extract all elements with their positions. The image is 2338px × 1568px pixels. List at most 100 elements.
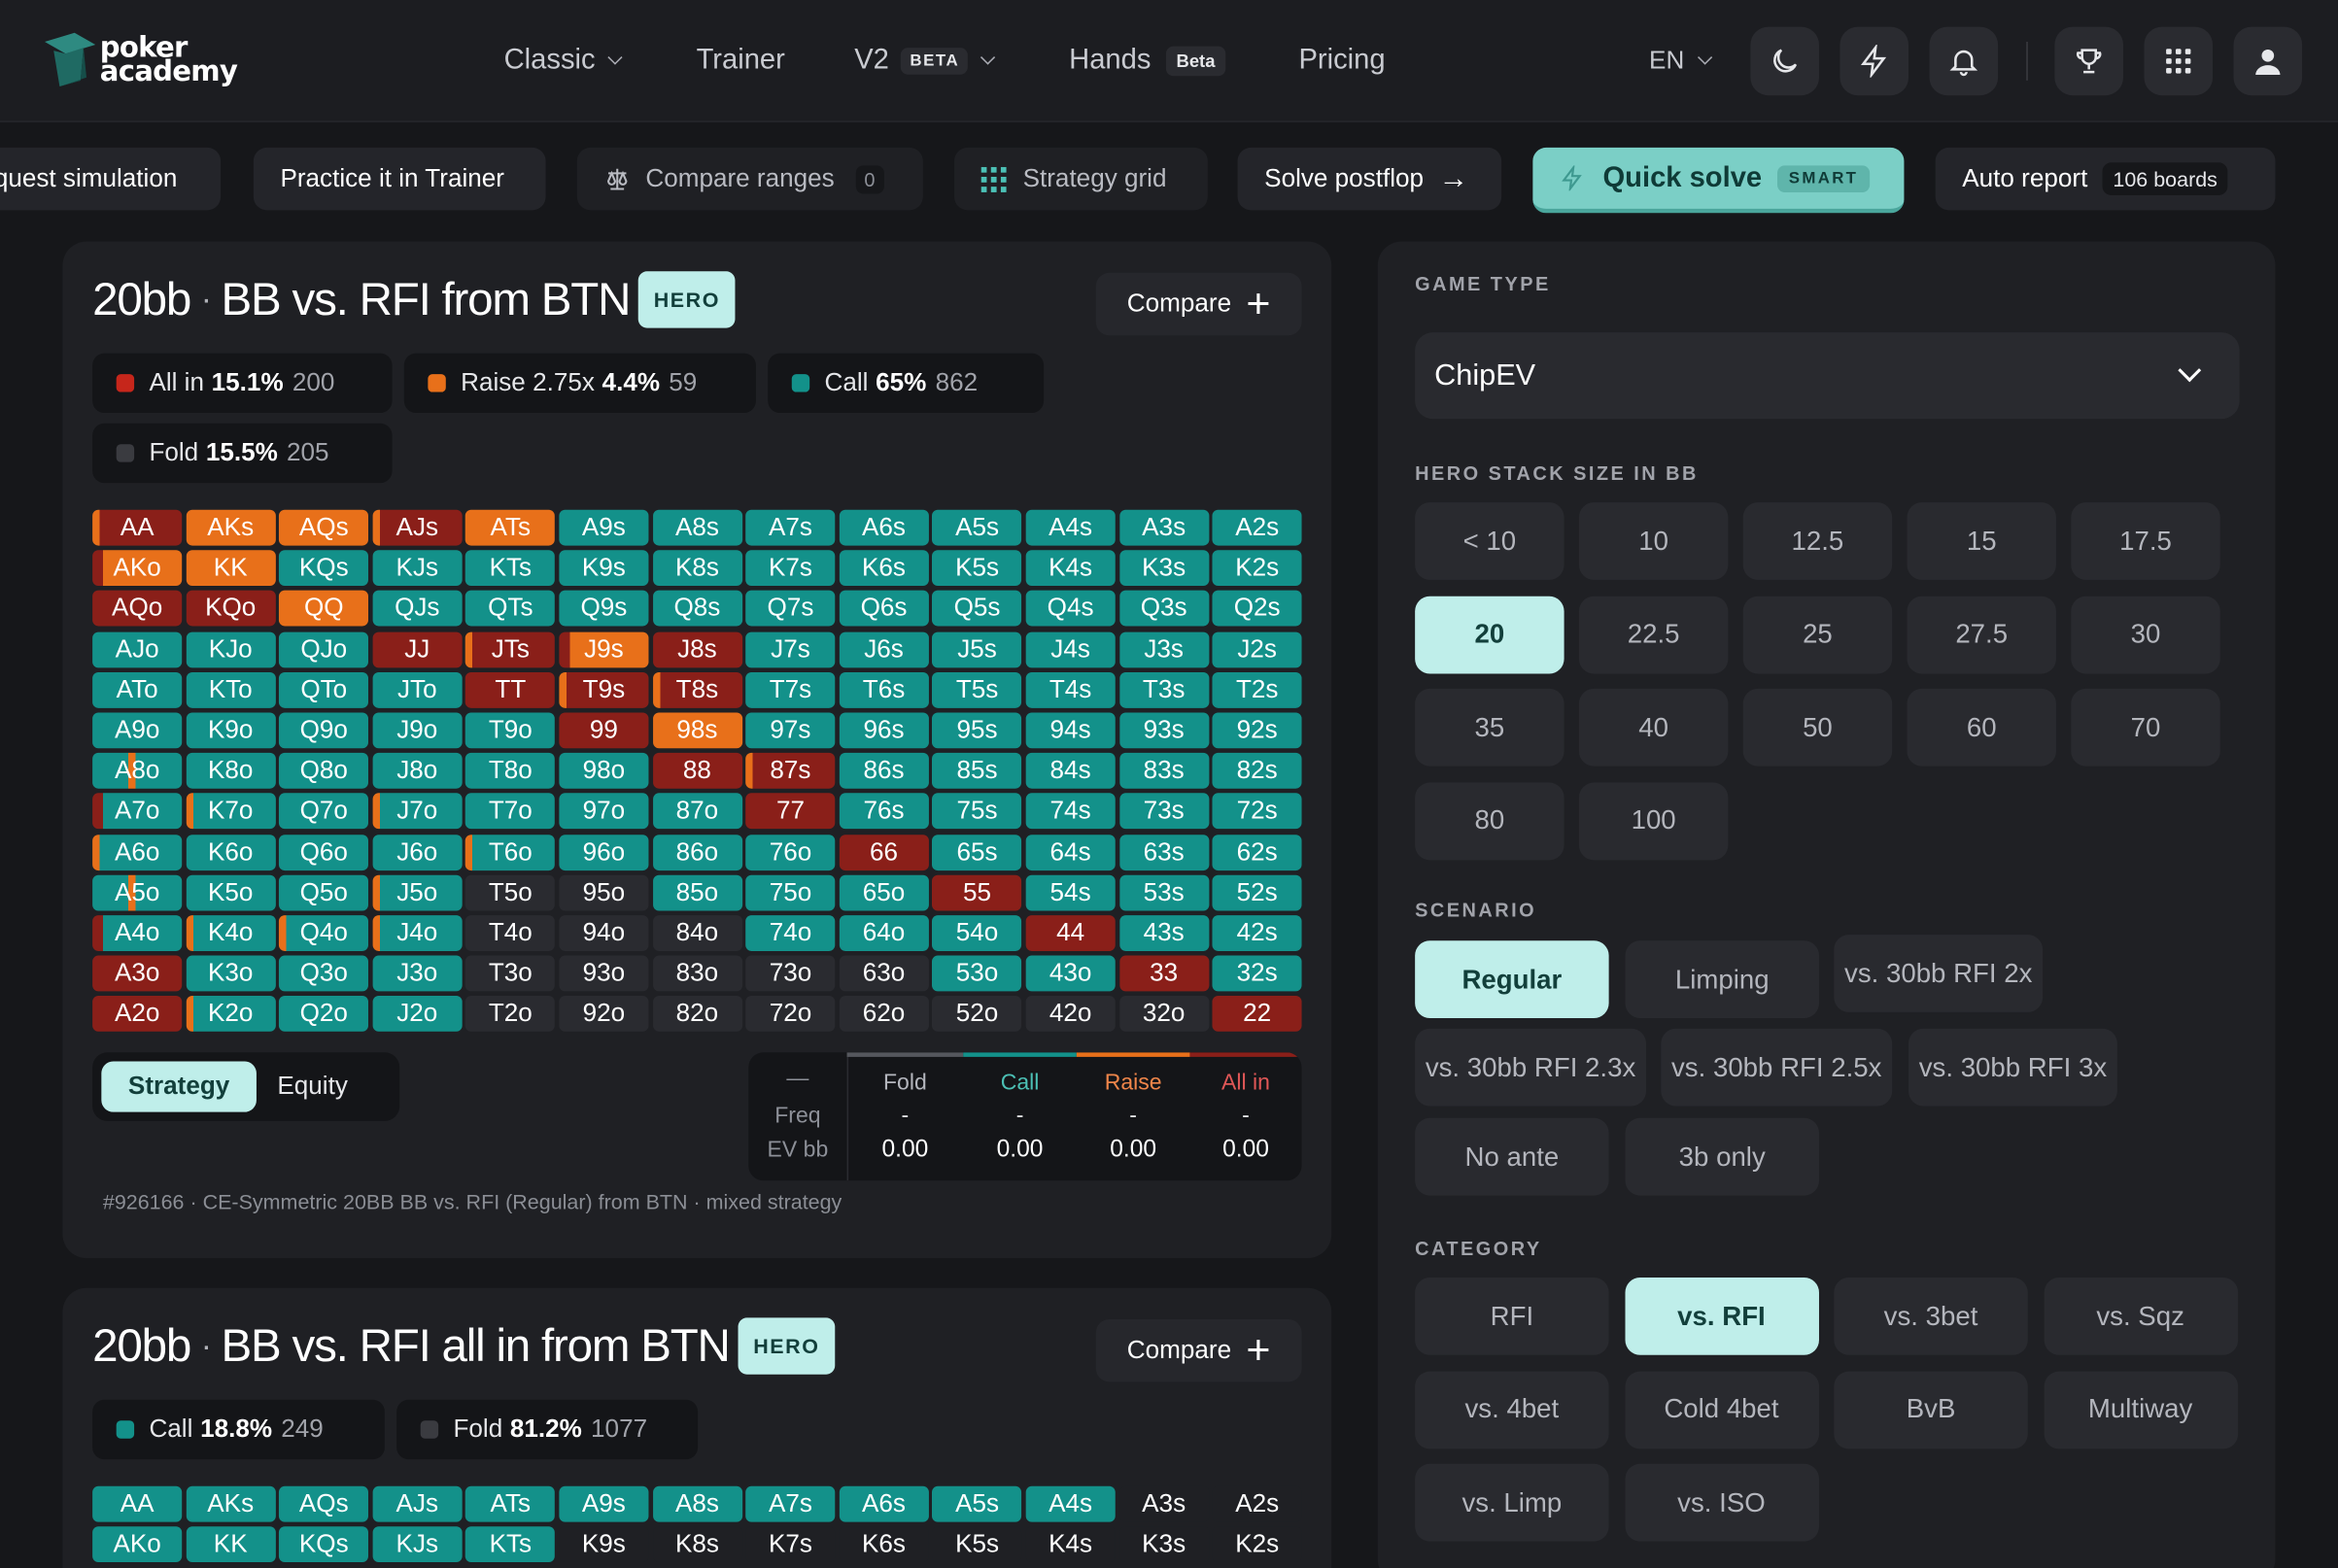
logo[interactable]: poker academy (42, 27, 238, 93)
hand-cell-QQ[interactable]: QQ (279, 591, 369, 628)
hand-cell-A2s[interactable]: A2s (1212, 509, 1302, 546)
hand-cell-Q2o[interactable]: Q2o (279, 996, 369, 1033)
hand-cell-AQs[interactable]: AQs (279, 1485, 369, 1522)
hand-cell-K2o[interactable]: K2o (186, 996, 276, 1033)
hand-cell-63o[interactable]: 63o (839, 955, 929, 992)
scenario-option-5[interactable]: vs. 30bb RFI 3x (1908, 1028, 2117, 1107)
stack-option-12[interactable]: 50 (1742, 688, 1893, 767)
hand-cell-ATs[interactable]: ATs (465, 1485, 556, 1522)
achievements-button[interactable] (2054, 26, 2123, 96)
hand-cell-95o[interactable]: 95o (559, 874, 649, 911)
hand-cell-66[interactable]: 66 (839, 834, 929, 870)
hand-cell-97o[interactable]: 97o (559, 793, 649, 830)
hand-cell-A4s[interactable]: A4s (1025, 1485, 1116, 1522)
hand-cell-53o[interactable]: 53o (932, 955, 1022, 992)
hand-cell-KTo[interactable]: KTo (186, 671, 276, 708)
hand-cell-94o[interactable]: 94o (559, 914, 649, 951)
hand-cell-K8s[interactable]: K8s (652, 1526, 742, 1563)
hand-cell-KQo[interactable]: KQo (186, 591, 276, 628)
hand-cell-K5s[interactable]: K5s (932, 550, 1022, 587)
hand-cell-A2o[interactable]: A2o (92, 996, 183, 1033)
hand-cell-42s[interactable]: 42s (1212, 914, 1302, 951)
nav-hands[interactable]: Hands Beta (1069, 39, 1226, 84)
scenario-option-0[interactable]: Regular (1415, 940, 1609, 1018)
hand-cell-Q6o[interactable]: Q6o (279, 834, 369, 870)
theme-toggle-button[interactable] (1750, 26, 1819, 96)
hand-cell-K4o[interactable]: K4o (186, 914, 276, 951)
hand-cell-72o[interactable]: 72o (745, 996, 836, 1033)
hand-cell-A8s[interactable]: A8s (652, 509, 742, 546)
scenario-option-7[interactable]: 3b only (1625, 1117, 1819, 1196)
notifications-button[interactable] (1929, 26, 1999, 96)
hand-cell-62s[interactable]: 62s (1212, 834, 1302, 870)
hand-cell-76s[interactable]: 76s (839, 793, 929, 830)
hand-cell-J9s[interactable]: J9s (559, 631, 649, 667)
hand-cell-Q3o[interactable]: Q3o (279, 955, 369, 992)
hand-cell-AQo[interactable]: AQo (92, 591, 183, 628)
hand-cell-A2s[interactable]: A2s (1212, 1485, 1302, 1522)
hand-cell-K9s[interactable]: K9s (559, 1526, 649, 1563)
hand-cell-JTs[interactable]: JTs (465, 631, 556, 667)
hand-cell-74o[interactable]: 74o (745, 914, 836, 951)
stack-option-4[interactable]: 17.5 (2071, 502, 2220, 580)
hand-cell-AKo[interactable]: AKo (92, 550, 183, 587)
hand-cell-77[interactable]: 77 (745, 793, 836, 830)
hand-cell-A9s[interactable]: A9s (559, 1485, 649, 1522)
hand-cell-Q4s[interactable]: Q4s (1025, 591, 1116, 628)
hand-cell-K7s[interactable]: K7s (745, 550, 836, 587)
hand-cell-T9s[interactable]: T9s (559, 671, 649, 708)
hand-cell-A7s[interactable]: A7s (745, 509, 836, 546)
hand-cell-A3s[interactable]: A3s (1118, 1485, 1209, 1522)
hand-cell-KTs[interactable]: KTs (465, 1526, 556, 1563)
hand-cell-97s[interactable]: 97s (745, 712, 836, 749)
strategy-tab[interactable]: Strategy (101, 1061, 257, 1112)
hand-cell-K2s[interactable]: K2s (1212, 1526, 1302, 1563)
hand-cell-J7o[interactable]: J7o (372, 793, 463, 830)
stack-option-0[interactable]: < 10 (1415, 502, 1564, 580)
hand-cell-82s[interactable]: 82s (1212, 753, 1302, 789)
scenario-option-3[interactable]: vs. 30bb RFI 2.3x (1415, 1028, 1646, 1107)
hand-cell-84s[interactable]: 84s (1025, 753, 1116, 789)
hand-cell-A5o[interactable]: A5o (92, 874, 183, 911)
hand-cell-Q7s[interactable]: Q7s (745, 591, 836, 628)
hand-cell-95s[interactable]: 95s (932, 712, 1022, 749)
hand-cell-T5o[interactable]: T5o (465, 874, 556, 911)
hand-cell-KTs[interactable]: KTs (465, 550, 556, 587)
hand-cell-TT[interactable]: TT (465, 671, 556, 708)
hand-cell-Q7o[interactable]: Q7o (279, 793, 369, 830)
hand-cell-52s[interactable]: 52s (1212, 874, 1302, 911)
category-option-8[interactable]: vs. Limp (1415, 1463, 1609, 1542)
hand-cell-43o[interactable]: 43o (1025, 955, 1116, 992)
hand-cell-83o[interactable]: 83o (652, 955, 742, 992)
stack-option-7[interactable]: 25 (1742, 595, 1893, 673)
hand-cell-A9o[interactable]: A9o (92, 712, 183, 749)
hand-cell-93s[interactable]: 93s (1118, 712, 1209, 749)
hand-cell-Q2s[interactable]: Q2s (1212, 591, 1302, 628)
hand-cell-A6s[interactable]: A6s (839, 1485, 929, 1522)
hand-cell-T4s[interactable]: T4s (1025, 671, 1116, 708)
hand-cell-Q8s[interactable]: Q8s (652, 591, 742, 628)
hand-cell-63s[interactable]: 63s (1118, 834, 1209, 870)
hand-cell-Q3s[interactable]: Q3s (1118, 591, 1209, 628)
hand-cell-73o[interactable]: 73o (745, 955, 836, 992)
hand-cell-K5o[interactable]: K5o (186, 874, 276, 911)
language-select[interactable]: EN (1649, 39, 1712, 84)
stack-option-8[interactable]: 27.5 (1907, 595, 2056, 673)
hand-cell-A7s[interactable]: A7s (745, 1485, 836, 1522)
hand-cell-J5s[interactable]: J5s (932, 631, 1022, 667)
compare-button[interactable]: Compare + (1095, 1318, 1302, 1382)
game-type-select[interactable]: ChipEV (1415, 332, 2240, 420)
hand-cell-QJs[interactable]: QJs (372, 591, 463, 628)
hand-cell-62o[interactable]: 62o (839, 996, 929, 1033)
hand-cell-85s[interactable]: 85s (932, 753, 1022, 789)
stack-option-5[interactable]: 20 (1415, 595, 1564, 673)
hand-cell-K3s[interactable]: K3s (1118, 550, 1209, 587)
hand-cell-AA[interactable]: AA (92, 509, 183, 546)
hand-cell-K6o[interactable]: K6o (186, 834, 276, 870)
hand-cell-A6s[interactable]: A6s (839, 509, 929, 546)
hand-cell-ATs[interactable]: ATs (465, 509, 556, 546)
hand-cell-J5o[interactable]: J5o (372, 874, 463, 911)
hand-cell-J9o[interactable]: J9o (372, 712, 463, 749)
stack-option-14[interactable]: 70 (2071, 688, 2220, 767)
hand-cell-93o[interactable]: 93o (559, 955, 649, 992)
